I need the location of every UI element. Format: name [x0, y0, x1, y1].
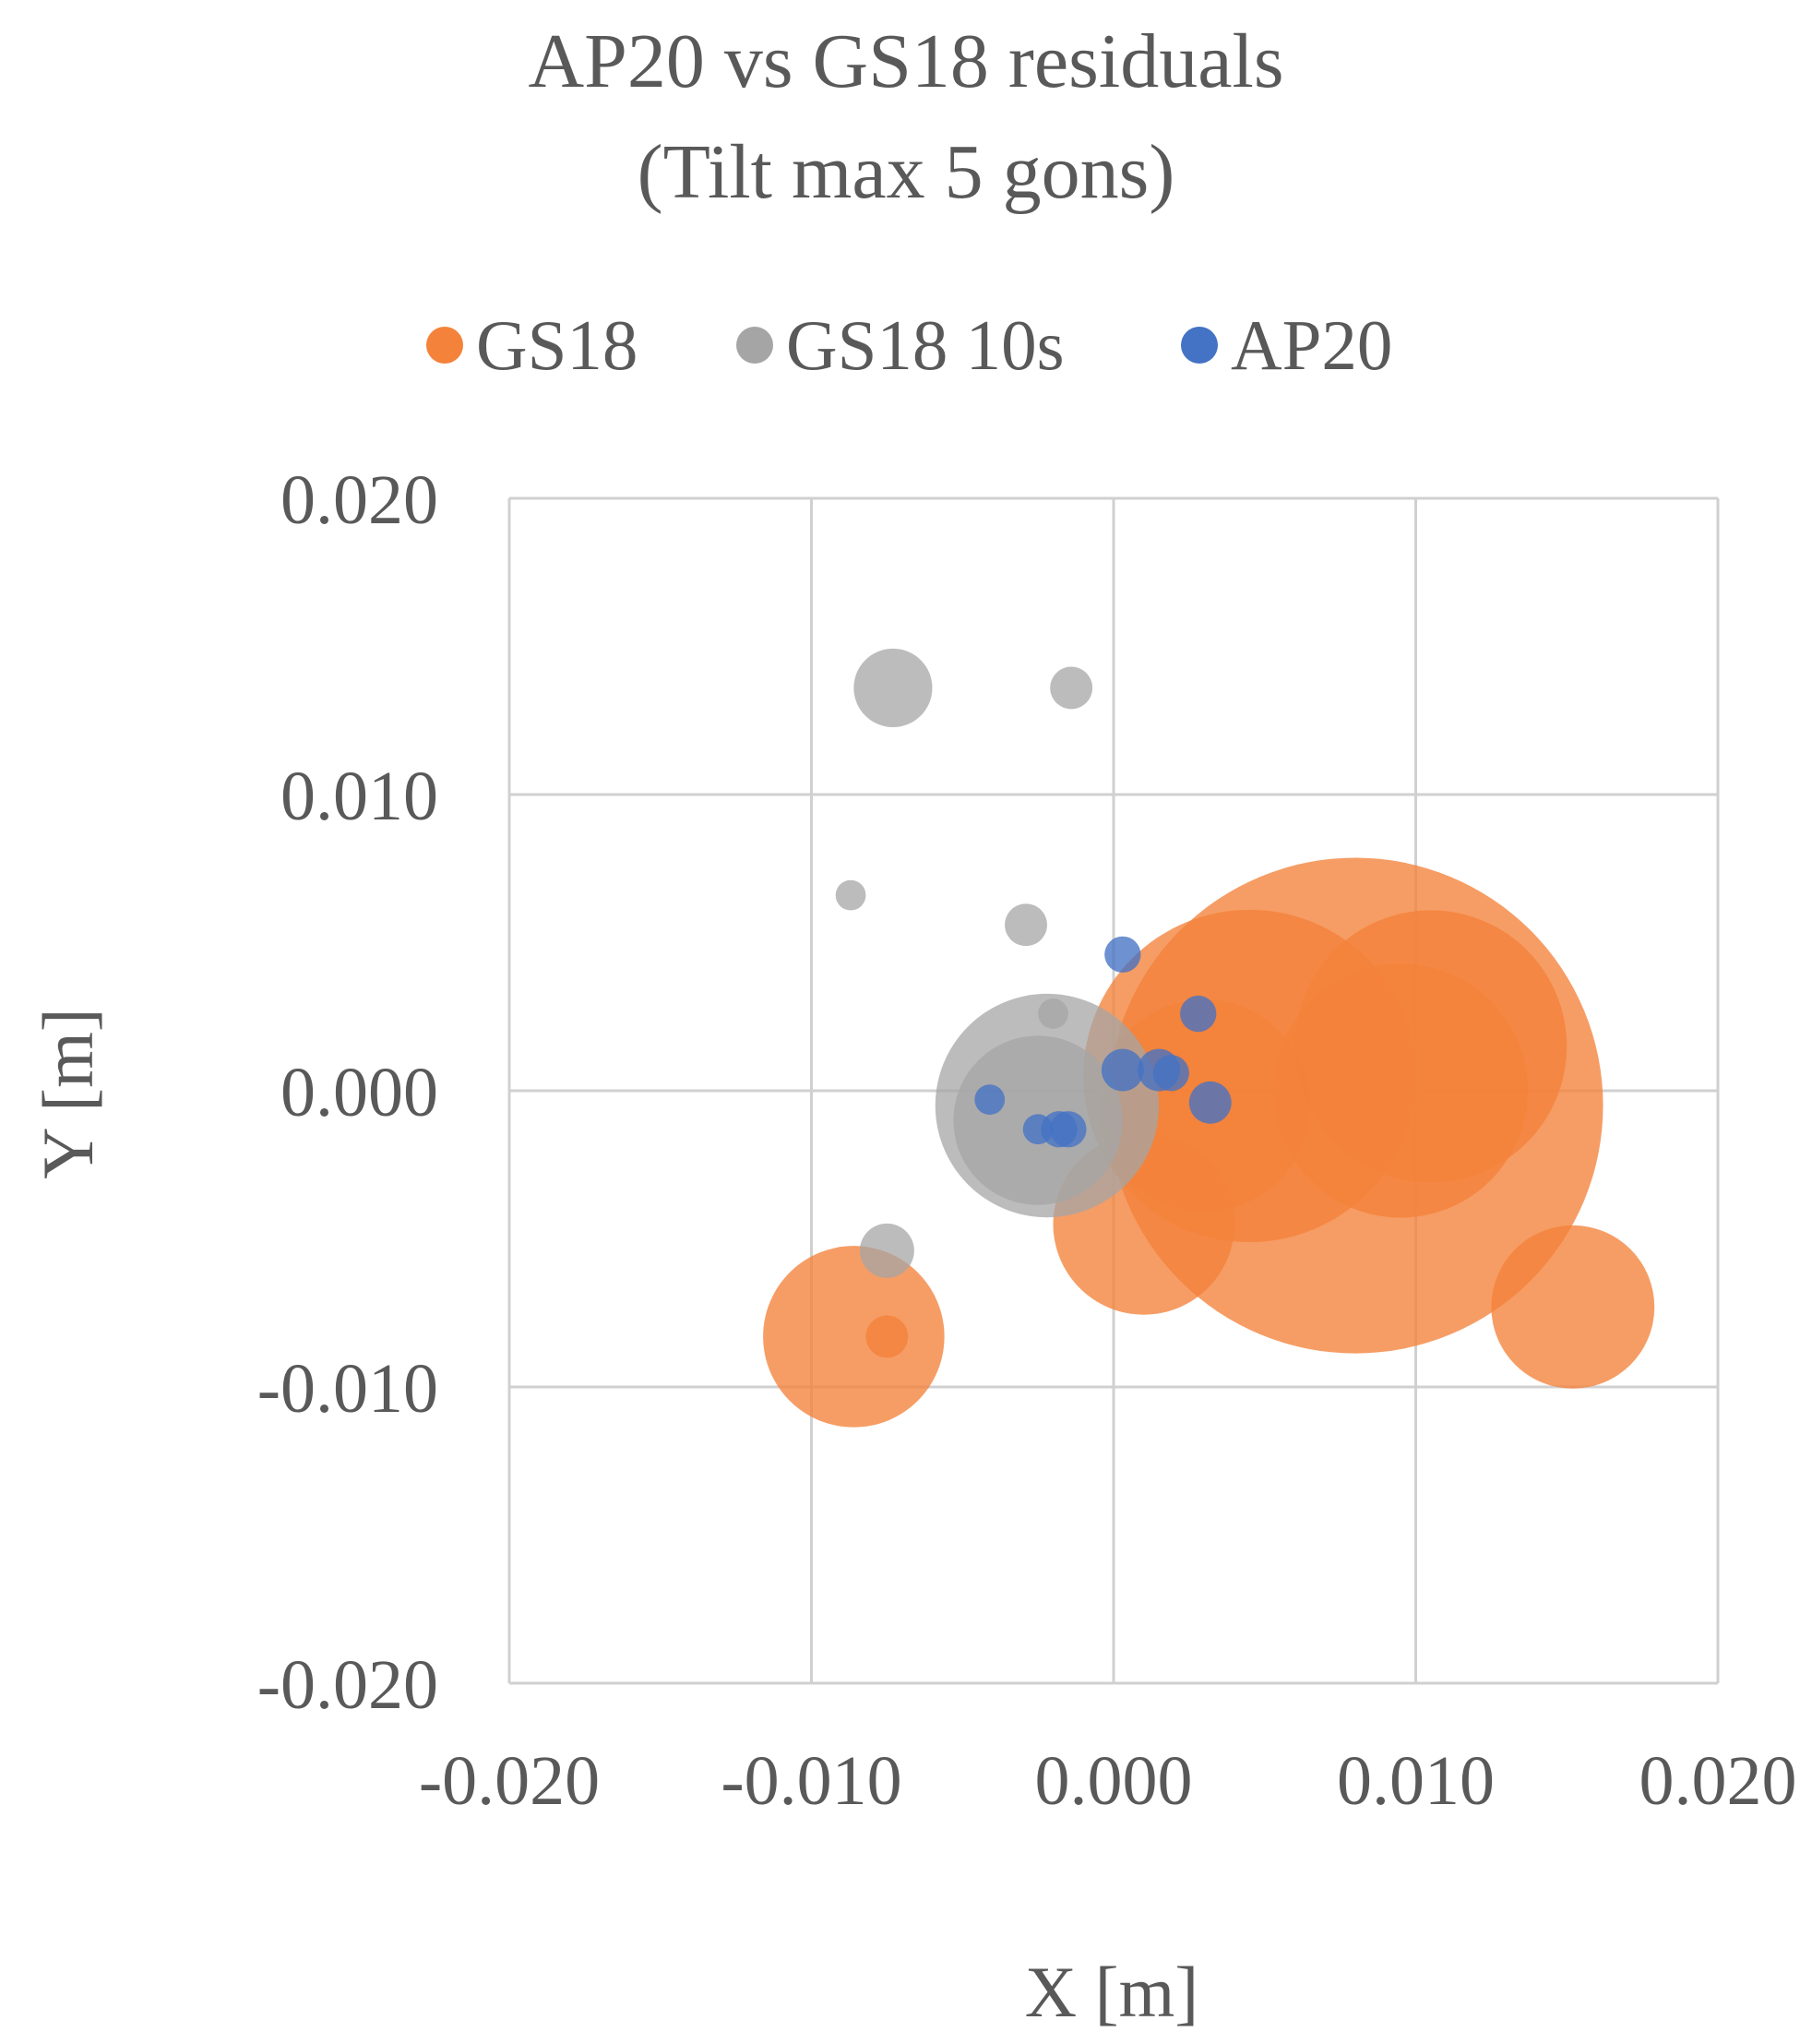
- bubble-gs18-10s: [853, 648, 933, 728]
- legend-marker-gs18-10s: [736, 327, 773, 364]
- bubble-ap20: [1180, 995, 1217, 1033]
- bubble-ap20: [974, 1084, 1006, 1116]
- y-tick-label: 0.010: [280, 758, 438, 835]
- x-tick-label: -0.010: [721, 1742, 901, 1820]
- bubble-gs18-10s: [859, 1223, 914, 1278]
- legend-item-ap20: AP20: [1181, 305, 1392, 385]
- gridlines: [507, 496, 1720, 1685]
- legend-marker-ap20: [1181, 327, 1218, 364]
- y-tick-label: -0.010: [257, 1350, 438, 1428]
- chart-title: AP20 vs GS18 residuals (Tilt max 5 gons): [528, 18, 1283, 215]
- bubble-ap20: [1188, 1081, 1232, 1124]
- bubble-gs18: [865, 1315, 909, 1358]
- bubble-gs18-10s: [1050, 666, 1093, 710]
- y-tick-label: 0.000: [280, 1054, 438, 1131]
- legend-item-gs18: GS18: [426, 305, 638, 385]
- bubble-ap20: [1050, 1111, 1087, 1148]
- bubble-layer: [763, 648, 1655, 1428]
- bubble-ap20: [1104, 936, 1141, 973]
- x-tick-label: 0.020: [1639, 1742, 1797, 1820]
- y-axis-tick-labels: 0.020 0.010 0.000 -0.010 -0.020: [257, 461, 438, 1724]
- x-axis-label: X [m]: [1025, 1952, 1198, 2032]
- y-tick-label: 0.020: [280, 461, 438, 539]
- bubble-gs18-10s: [1005, 903, 1047, 947]
- legend-label-gs18: GS18: [476, 305, 638, 385]
- x-tick-label: 0.010: [1337, 1742, 1495, 1820]
- y-tick-label: -0.020: [257, 1646, 438, 1724]
- x-tick-label: 0.000: [1035, 1742, 1193, 1820]
- bubble-gs18: [1491, 1225, 1655, 1389]
- chart-title-line-2: (Tilt max 5 gons): [638, 129, 1175, 215]
- legend-marker-gs18: [426, 327, 463, 364]
- bubble-gs18: [763, 1246, 945, 1428]
- legend-label-ap20: AP20: [1231, 305, 1392, 385]
- bubble-ap20: [1022, 1114, 1054, 1145]
- bubble-gs18: [1273, 963, 1528, 1218]
- x-tick-label: -0.020: [419, 1742, 600, 1820]
- legend-item-gs18-10s: GS18 10s: [736, 305, 1065, 385]
- bubble-gs18-10s: [835, 879, 866, 911]
- bubble-gs18-10s: [1038, 998, 1068, 1029]
- legend: GS18 GS18 10s AP20: [426, 305, 1392, 385]
- bubble-ap20: [1101, 1048, 1144, 1092]
- chart-title-line-1: AP20 vs GS18 residuals: [528, 18, 1283, 104]
- x-axis-tick-labels: -0.020 -0.010 0.000 0.010 0.020: [419, 1742, 1797, 1820]
- y-axis-label: Y [m]: [28, 1008, 108, 1179]
- legend-label-gs18-10s: GS18 10s: [786, 305, 1065, 385]
- bubble-ap20: [1152, 1055, 1189, 1092]
